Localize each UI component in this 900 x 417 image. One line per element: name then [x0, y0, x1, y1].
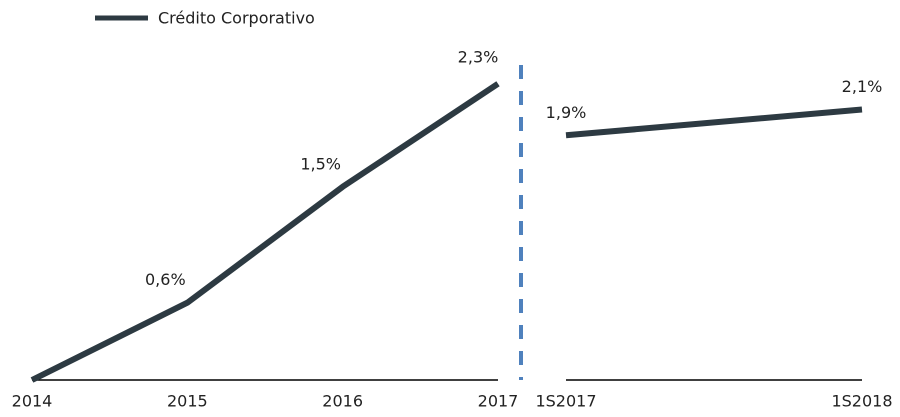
x-tick-label: 2016: [322, 392, 363, 411]
data-line: [565, 106, 863, 139]
value-label: 2,1%: [842, 77, 883, 96]
x-tick-label: 2014: [12, 392, 53, 411]
x-tick-label: 1S2018: [831, 392, 892, 411]
value-label: 1,5%: [300, 154, 341, 173]
value-label: 2,3%: [458, 47, 499, 66]
x-tick-label: 2017: [478, 392, 519, 411]
value-label: 0,6%: [145, 270, 186, 289]
value-label: 1,9%: [546, 103, 587, 122]
data-line: [30, 81, 500, 383]
x-tick-label: 2015: [167, 392, 208, 411]
legend-label: Crédito Corporativo: [158, 9, 315, 28]
x-tick-label: 1S2017: [535, 392, 596, 411]
